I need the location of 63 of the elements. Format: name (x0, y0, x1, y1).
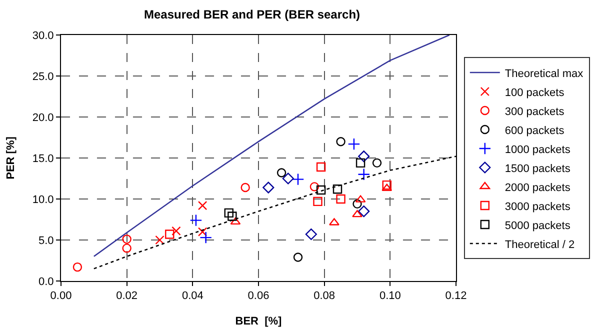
y-tick-label: 10.0 (32, 194, 54, 206)
legend-label: Theoretical max (504, 68, 584, 80)
point (332, 184, 342, 194)
legend-label: 100 packets (504, 86, 565, 99)
point (336, 137, 346, 146)
point (165, 230, 174, 239)
point (276, 168, 286, 178)
point (313, 196, 322, 206)
point (382, 180, 392, 190)
y-tick-label: 20.0 (32, 112, 54, 124)
line-series (93, 35, 450, 258)
point (358, 206, 370, 218)
point (230, 217, 241, 225)
point (190, 214, 202, 227)
x-tick-label: 0.04 (182, 290, 204, 302)
point (240, 182, 250, 192)
x-tick-label: 0.10 (379, 290, 401, 302)
point (316, 162, 326, 172)
legend-label: 2000 packets (504, 182, 571, 194)
x-tick-label: 0.00 (50, 290, 72, 302)
point (122, 244, 132, 253)
point (262, 182, 274, 194)
x-tick-label: 0.08 (314, 290, 336, 302)
y-axis-title: PER [%] (5, 136, 18, 180)
legend-label: 1500 packets (504, 162, 571, 175)
chart-title: Measured BER and PER (BER search) (144, 7, 360, 22)
point (310, 182, 320, 192)
x-axis-title: BER [%] (235, 315, 282, 328)
legend-label: 5000 packets (504, 220, 571, 232)
x-tick-label: 0.02 (116, 290, 138, 302)
legend-label: Theoretical / 2 (504, 238, 575, 251)
point (305, 228, 317, 240)
y-tick-label: 15.0 (32, 152, 54, 165)
point (372, 158, 382, 168)
point (224, 208, 234, 218)
point (352, 199, 362, 209)
point (282, 172, 294, 184)
point (352, 210, 362, 218)
point (348, 138, 360, 150)
point (198, 227, 208, 236)
legend-label: 3000 packets (504, 200, 571, 213)
y-tick-label: 0.0 (38, 276, 54, 288)
point (336, 194, 346, 204)
legend-label: 300 packets (504, 106, 565, 118)
point (358, 168, 370, 181)
point (122, 234, 132, 244)
x-tick-label: 0.06 (248, 290, 270, 302)
legend-label: 1000 packets (504, 144, 571, 156)
y-tick-label: 25.0 (32, 70, 54, 83)
point (316, 185, 326, 195)
point (200, 231, 212, 244)
y-tick-label: 30.0 (32, 30, 54, 42)
x-tick-label: 0.12 (445, 290, 467, 302)
point (356, 158, 366, 168)
point (198, 200, 208, 210)
point (228, 212, 237, 221)
point (72, 262, 82, 272)
point (172, 226, 181, 236)
point (293, 252, 303, 262)
legend-label: 600 packets (504, 124, 565, 137)
y-tick-label: 5.0 (38, 234, 54, 247)
point (292, 173, 304, 186)
point (358, 150, 370, 162)
